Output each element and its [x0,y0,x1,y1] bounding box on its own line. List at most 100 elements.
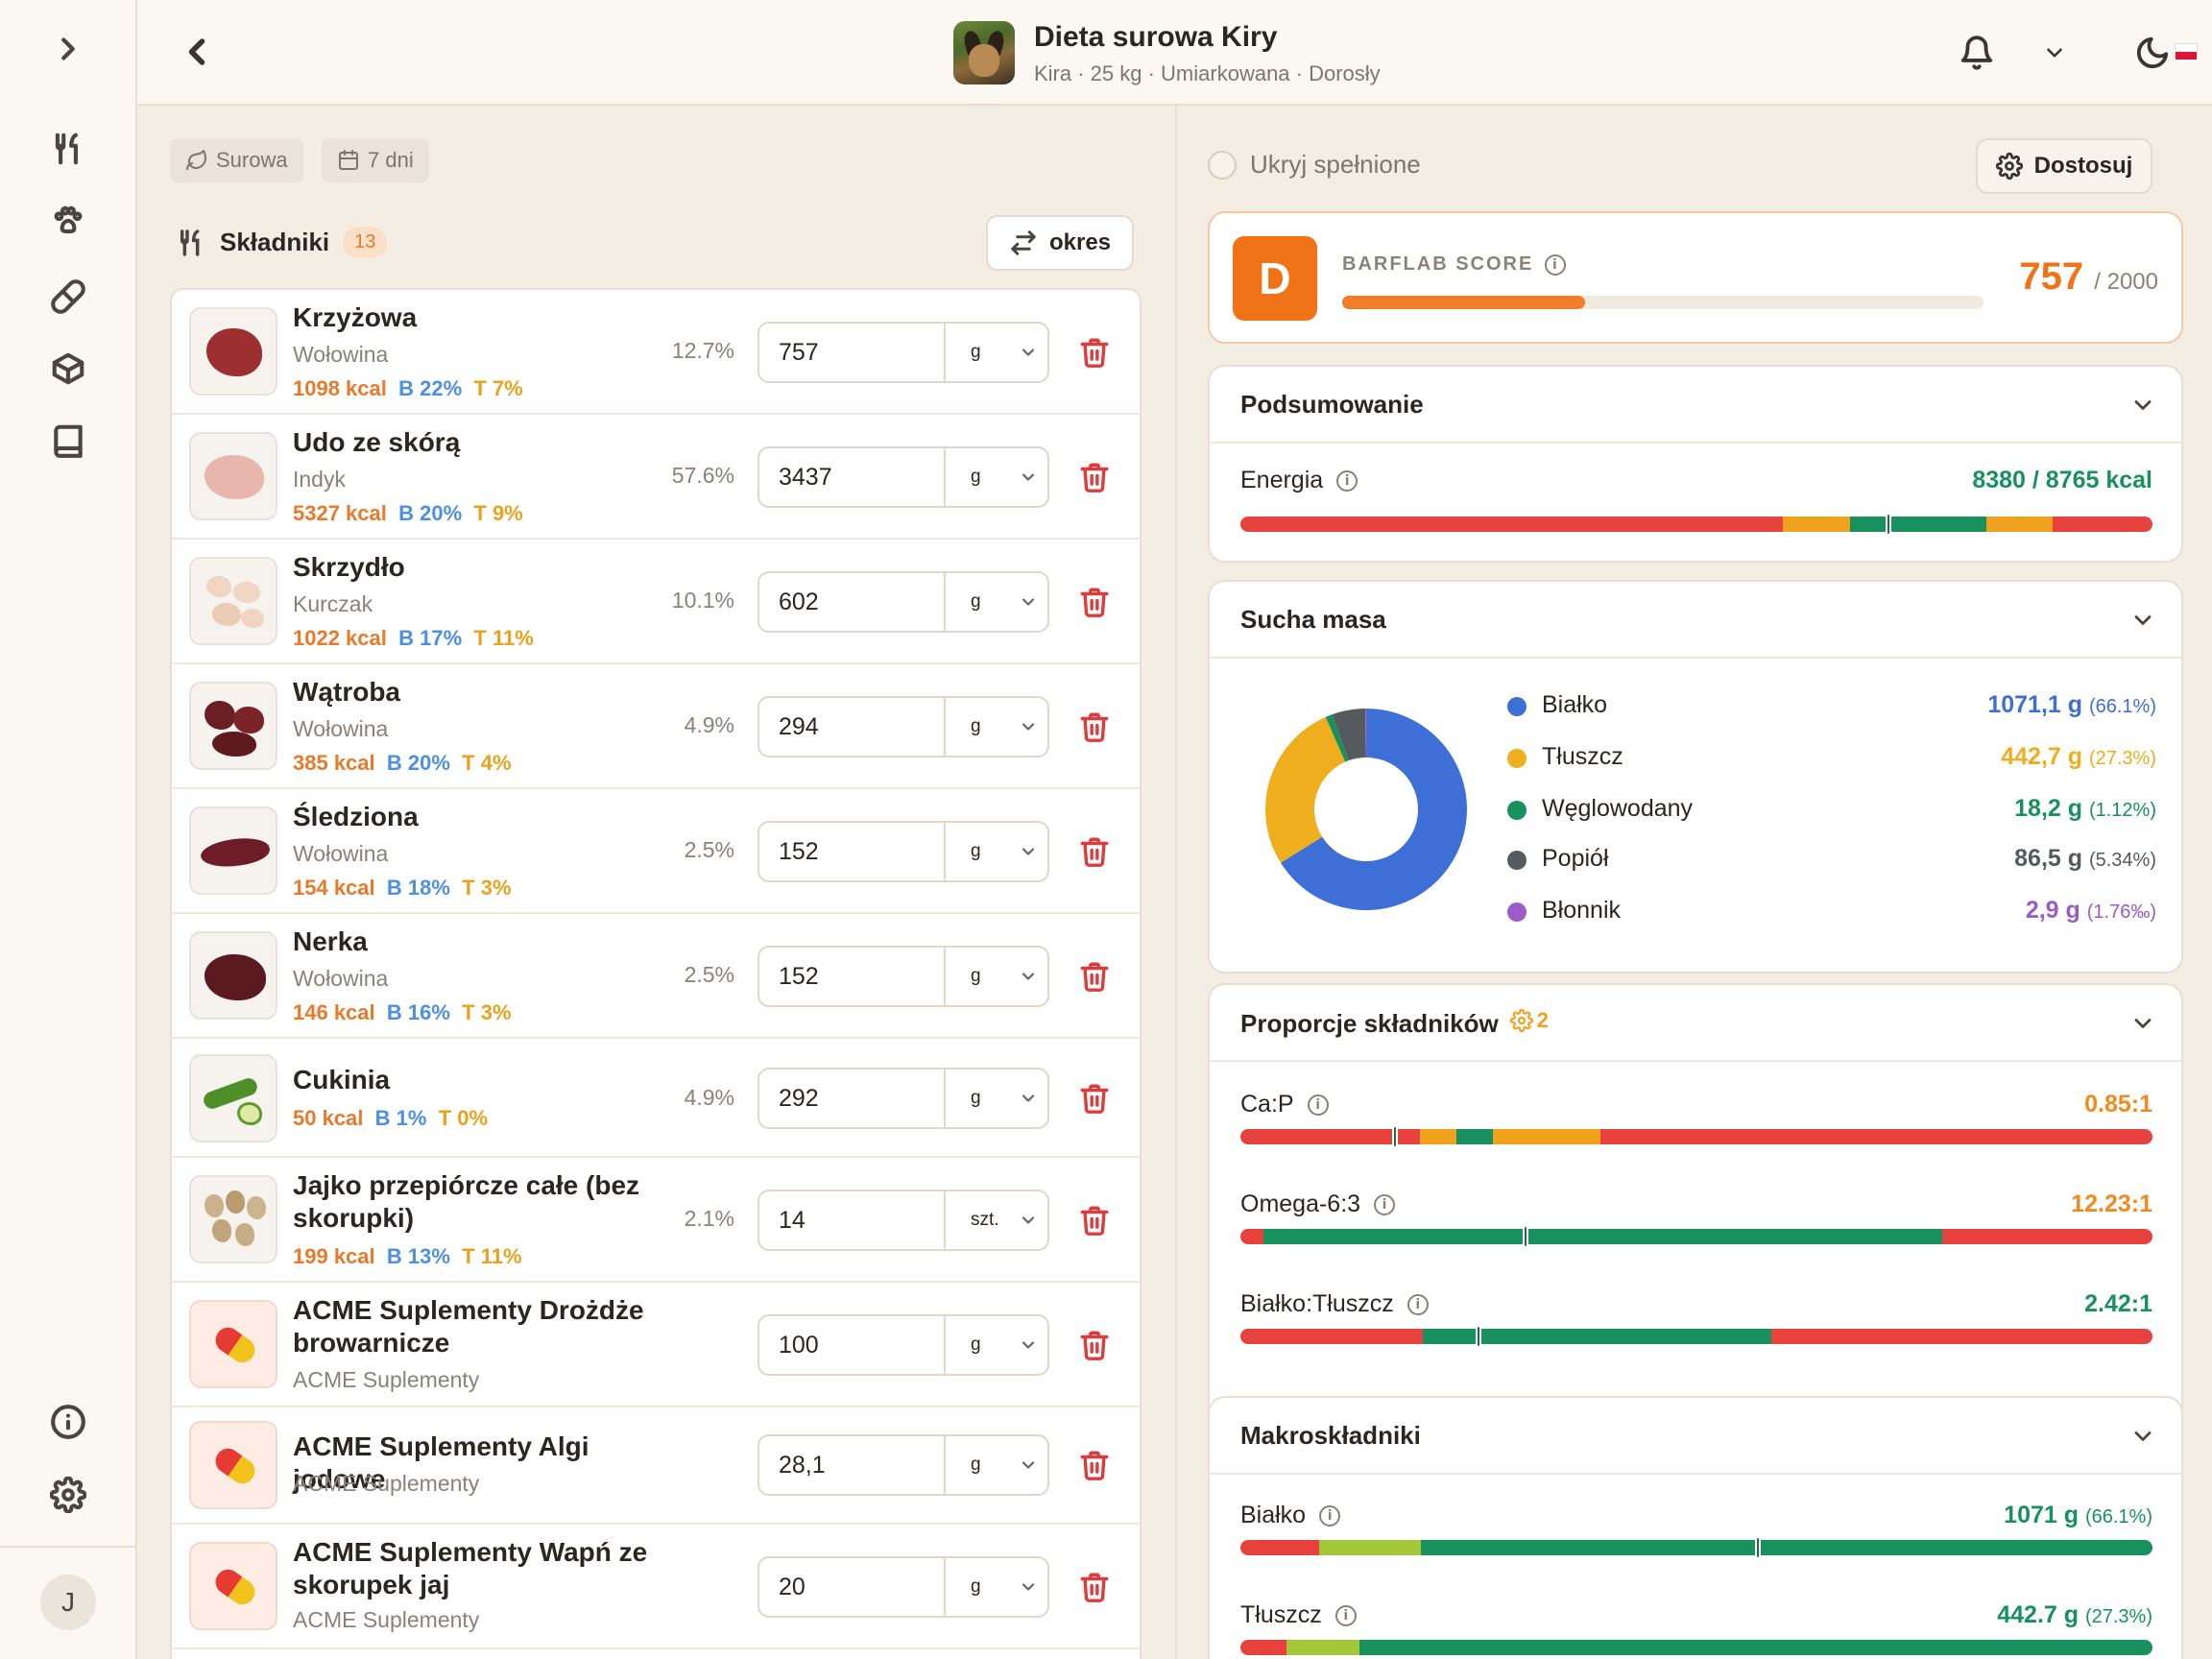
delete-button[interactable] [1078,1449,1111,1481]
trash-icon [1080,837,1109,867]
ingredient-row[interactable]: Cukinia 50 kcal B 1% T 0% 4.9% 292 g [172,1039,1140,1158]
expand-sidebar-button[interactable] [44,25,92,73]
ingredient-row[interactable]: Wątroba Wołowina 385 kcal B 20% T 4% 4.9… [172,664,1140,789]
unit-select[interactable]: g [971,467,981,487]
gear-icon [50,1477,86,1513]
unit-select[interactable]: szt. [971,1210,999,1230]
unit-select[interactable]: g [971,1334,981,1355]
chevron-down-icon[interactable] [2129,1010,2156,1037]
hide-fulfilled-toggle[interactable]: Ukryj spełnione [1208,150,1421,180]
score-value: 757 / 2000 [2019,255,2158,298]
ratio-marker [1392,1125,1398,1148]
ingredient-row[interactable]: Nerka Wołowina 146 kcal B 16% T 3% 2.5% … [172,914,1140,1039]
delete-button[interactable] [1078,336,1111,369]
quantity-input[interactable]: 20 g [757,1556,1049,1618]
settings-button[interactable] [44,1471,92,1519]
quantity-input[interactable]: 602 g [757,571,1049,633]
sidebar-item-products[interactable] [44,345,92,393]
legend-dot [1507,851,1527,870]
info-icon[interactable] [1336,469,1358,492]
delete-button[interactable] [1078,960,1111,993]
ingredient-macros: 1022 kcal B 17% T 11% [293,626,534,650]
ingredient-row[interactable]: ACME Suplementy Wapń ze skorupek jaj ACM… [172,1525,1140,1649]
chevron-down-icon [1022,349,1035,356]
info-button[interactable] [44,1398,92,1446]
delete-button[interactable] [1078,1204,1111,1237]
unit-select[interactable]: g [971,342,981,362]
settings-count-badge[interactable]: 2 [1509,1008,1549,1033]
ingredient-row[interactable]: ACME Suplementy Algi jodowe ACME Supleme… [172,1407,1140,1525]
notifications-button[interactable] [1959,35,1995,71]
proportions-header[interactable]: Proporcje składników 2 [1210,985,2181,1062]
hide-fulfilled-label: Ukryj spełnione [1250,150,1421,179]
macronutrients-header[interactable]: Makroskładniki [1210,1398,2181,1475]
unit-select[interactable]: g [971,966,981,986]
unit-select[interactable]: g [971,716,981,736]
ingredient-row[interactable]: Śledziona Wołowina 154 kcal B 18% T 3% 2… [172,789,1140,914]
period-button[interactable]: okres [986,215,1134,271]
period-label: okres [1048,229,1112,255]
diet-type-chip[interactable]: Surowa [170,138,303,182]
delete-button[interactable] [1078,835,1111,868]
delete-button[interactable] [1078,461,1111,493]
ingredient-row[interactable]: Krzyżowa Wołowina 1098 kcal B 22% T 7% 1… [172,290,1140,415]
info-icon[interactable] [1545,253,1567,276]
unit-select[interactable]: g [971,1088,981,1108]
back-button[interactable] [176,31,218,73]
macro-value: 1071 g (66.1%) [2004,1502,2152,1528]
quantity-input[interactable]: 152 g [757,821,1049,882]
ingredient-thumbnail [189,682,277,770]
sidebar-item-diets[interactable] [44,125,92,173]
quantity-input[interactable]: 14 szt. [757,1190,1049,1251]
unit-select[interactable]: g [971,591,981,612]
delete-button[interactable] [1078,1571,1111,1603]
ingredient-row[interactable]: Skrzydło Kurczak 1022 kcal B 17% T 11% 1… [172,540,1140,664]
info-icon[interactable] [1374,1193,1396,1215]
delete-button[interactable] [1078,1329,1111,1361]
hide-fulfilled-checkbox[interactable] [1208,150,1237,180]
avatar[interactable]: J [40,1575,96,1630]
dark-mode-toggle[interactable] [2134,35,2171,71]
quantity-input[interactable]: 100 g [757,1314,1049,1376]
unit-select[interactable]: g [971,841,981,861]
donut-slice-3 [1325,714,1349,762]
unit-select[interactable]: g [971,1455,981,1475]
ingredient-row[interactable]: ACME Suplementy Drożdże browarnicze ACME… [172,1283,1140,1407]
delete-button[interactable] [1078,1082,1111,1115]
chevron-down-icon[interactable] [2129,392,2156,419]
ingredient-row[interactable]: Jajko przepiórcze całe (bez skorupki) 19… [172,1158,1140,1283]
page-title: Dieta surowa Kiry [1034,21,1278,53]
info-icon[interactable] [1407,1293,1429,1315]
quantity-input[interactable]: 294 g [757,696,1049,757]
quantity-input[interactable]: 28,1 g [757,1434,1049,1496]
customize-button[interactable]: Dostosuj [1976,138,2152,194]
sidebar-item-pets[interactable] [44,197,92,245]
delete-button[interactable] [1078,586,1111,618]
quantity-input[interactable]: 152 g [757,946,1049,1007]
legend-label: Węglowodany [1542,795,1694,822]
chevron-down-icon[interactable] [2129,1423,2156,1450]
ingredient-row[interactable]: Udo ze skórą Indyk 5327 kcal B 20% T 9% … [172,415,1140,540]
sidebar-item-supplements[interactable] [44,273,92,321]
pet-avatar [953,21,1015,84]
ingredient-name: ACME Suplementy Wapń ze skorupek jaj [293,1537,648,1599]
language-dropdown[interactable] [2042,40,2067,65]
quantity-input[interactable]: 757 g [757,322,1049,383]
unit-select[interactable]: g [971,1576,981,1597]
dry-matter-header[interactable]: Sucha masa [1210,582,2181,659]
info-icon[interactable] [1334,1604,1357,1626]
delete-button[interactable] [1078,710,1111,743]
quantity-input[interactable]: 292 g [757,1068,1049,1129]
summary-header[interactable]: Podsumowanie [1210,367,2181,444]
sidebar-item-guide[interactable] [44,417,92,465]
info-icon[interactable] [1319,1504,1341,1527]
summary-title: Podsumowanie [1240,390,1424,419]
info-icon[interactable] [1307,1094,1329,1116]
chevron-down-icon[interactable] [2129,607,2156,634]
ingredient-percentage: 10.1% [671,588,734,613]
quantity-input[interactable]: 3437 g [757,446,1049,508]
sidebar-divider [0,1546,135,1548]
protein-metric: Białko 1071 g (66.1%) [1240,1502,2152,1569]
days-chip[interactable]: 7 dni [322,138,429,182]
poland-flag-icon[interactable] [2175,43,2198,60]
